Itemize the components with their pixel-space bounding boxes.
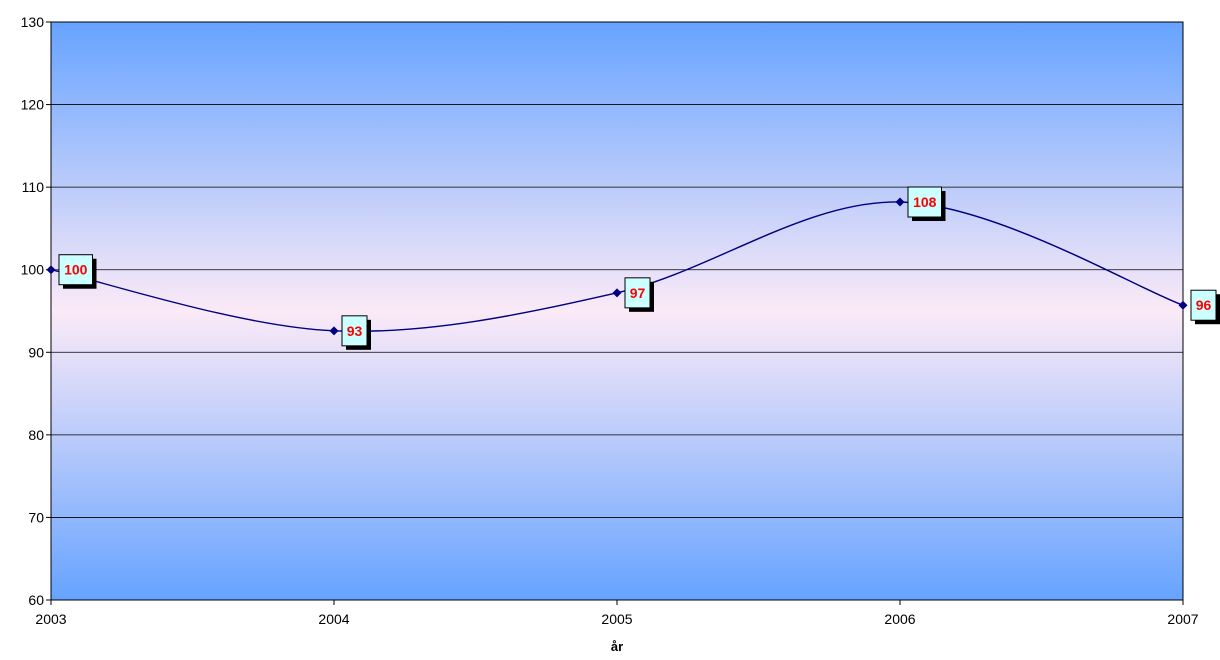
x-tick-label: 2007 xyxy=(1167,611,1198,627)
y-tick-label: 70 xyxy=(28,509,44,525)
data-label: 108 xyxy=(907,186,946,222)
data-label: 93 xyxy=(341,315,371,350)
y-tick-label: 120 xyxy=(21,97,45,113)
x-tick-label: 2005 xyxy=(601,611,632,627)
x-tick-label: 2004 xyxy=(318,611,349,627)
data-point xyxy=(329,326,339,336)
data-label-text: 97 xyxy=(630,285,646,301)
data-point xyxy=(46,265,56,275)
x-axis-title: år xyxy=(611,639,623,654)
data-label-text: 96 xyxy=(1196,297,1212,313)
x-tick-label: 2006 xyxy=(884,611,915,627)
data-labels: 100 93 97 108 96 xyxy=(58,186,1220,350)
y-axis: 60 70 80 90 100 110 120 130 xyxy=(21,14,51,608)
series-markers xyxy=(46,197,1188,336)
data-label: 100 xyxy=(58,254,97,289)
data-label-text: 93 xyxy=(347,323,363,339)
data-point xyxy=(1178,300,1188,310)
y-tick-label: 90 xyxy=(28,344,44,360)
y-tick-label: 110 xyxy=(22,179,45,195)
data-label: 97 xyxy=(624,277,654,312)
data-point xyxy=(612,288,622,298)
plot-area xyxy=(51,22,1183,600)
data-label-box xyxy=(907,186,942,218)
gridlines xyxy=(51,21,1183,601)
y-tick-label: 80 xyxy=(28,427,44,443)
data-label: 96 xyxy=(1190,289,1220,325)
data-label-text: 100 xyxy=(64,262,88,278)
data-point xyxy=(895,197,905,207)
x-axis: 2003 2004 2005 2006 2007 xyxy=(35,600,1199,627)
data-label-box xyxy=(624,277,651,309)
data-label-box xyxy=(341,315,368,347)
data-label-text: 108 xyxy=(913,194,937,210)
data-label-box xyxy=(58,254,93,286)
data-label-box xyxy=(1190,289,1217,321)
y-tick-label: 130 xyxy=(21,14,45,30)
y-tick-label: 60 xyxy=(28,592,44,608)
x-tick-label: 2003 xyxy=(35,611,66,627)
y-tick-label: 100 xyxy=(21,262,45,278)
